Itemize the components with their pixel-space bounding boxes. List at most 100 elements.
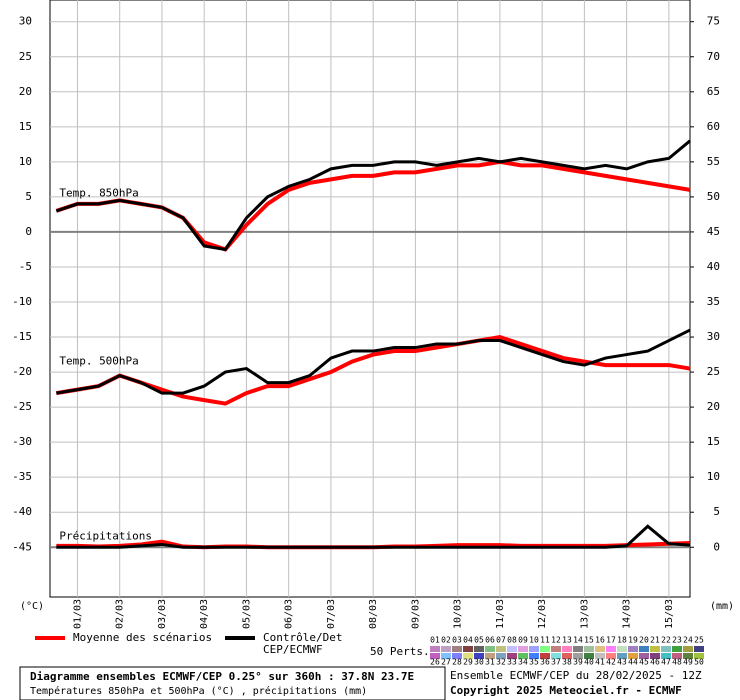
annotation: Temp. 500hPa xyxy=(59,355,138,368)
y-tick-label: 0 xyxy=(25,225,32,238)
perturbation-name: 12 xyxy=(551,636,561,645)
perturbation-name: 28 xyxy=(452,658,462,667)
perturbation-name: 39 xyxy=(573,658,583,667)
y-tick-label: 20 xyxy=(19,85,32,98)
footer-subtitle: Températures 850hPa et 500hPa (°C) , pré… xyxy=(30,685,367,697)
y2-tick-label: 70 xyxy=(707,50,720,63)
perturbation-swatch xyxy=(672,653,682,659)
y-tick-label: -45 xyxy=(12,540,32,553)
perturbation-name: 03 xyxy=(452,636,462,645)
x-tick-label: 15/03 xyxy=(664,599,675,629)
perturbation-name: 19 xyxy=(628,636,638,645)
perturbation-swatch xyxy=(584,653,594,659)
perturbation-name: 33 xyxy=(507,658,517,667)
perturbation-swatch xyxy=(628,653,638,659)
perturbation-name: 49 xyxy=(683,658,693,667)
perturbation-swatch xyxy=(551,653,561,659)
perturbation-swatch xyxy=(485,646,495,652)
perturbation-swatch xyxy=(474,653,484,659)
perturbation-name: 47 xyxy=(661,658,671,667)
perturbation-swatch xyxy=(639,646,649,652)
y2-tick-label: 20 xyxy=(707,400,720,413)
x-tick-label: 12/03 xyxy=(537,599,548,629)
y2-tick-label: 65 xyxy=(707,85,720,98)
perturbation-name: 40 xyxy=(584,658,594,667)
perturbation-name: 13 xyxy=(562,636,572,645)
perturbation-swatch xyxy=(661,653,671,659)
y2-tick-label: 75 xyxy=(707,15,720,28)
perturbation-name: 25 xyxy=(694,636,704,645)
perturbation-swatch xyxy=(661,646,671,652)
perturbation-name: 35 xyxy=(529,658,539,667)
perturbation-swatch xyxy=(584,646,594,652)
perturbation-swatch xyxy=(430,653,440,659)
y-tick-label: -30 xyxy=(12,435,32,448)
perturbation-swatch xyxy=(529,646,539,652)
perturbation-name: 14 xyxy=(573,636,583,645)
perturbation-name: 09 xyxy=(518,636,528,645)
perturbation-swatch xyxy=(694,646,704,652)
perturbation-swatch xyxy=(430,646,440,652)
perturbation-swatch xyxy=(452,646,462,652)
perturbation-name: 15 xyxy=(584,636,594,645)
perturbation-swatch xyxy=(518,653,528,659)
y2-tick-label: 15 xyxy=(707,435,720,448)
perturbation-swatch xyxy=(595,646,605,652)
perturbation-name: 45 xyxy=(639,658,649,667)
perturbation-swatch xyxy=(463,646,473,652)
x-tick-label: 13/03 xyxy=(579,599,590,629)
x-tick-label: 06/03 xyxy=(284,599,295,629)
y2-tick-label: 40 xyxy=(707,260,720,273)
footer-box xyxy=(19,666,446,700)
perturbation-swatch xyxy=(694,653,704,659)
perturbation-swatch xyxy=(595,653,605,659)
y-tick-label: 30 xyxy=(19,15,32,28)
y2-tick-label: 5 xyxy=(713,505,720,518)
x-tick-label: 05/03 xyxy=(241,599,252,629)
perturbation-name: 08 xyxy=(507,636,517,645)
y2-tick-label: 25 xyxy=(707,365,720,378)
perturbation-name: 05 xyxy=(474,636,484,645)
perturbation-swatch xyxy=(683,646,693,652)
perturbation-swatch xyxy=(518,646,528,652)
perturbation-swatch xyxy=(639,653,649,659)
y-tick-label: -5 xyxy=(19,260,32,273)
footer-copyright: Copyright 2025 Meteociel.fr - ECMWF xyxy=(450,684,682,697)
perturbation-swatch xyxy=(573,653,583,659)
perturbation-swatch xyxy=(617,653,627,659)
y-tick-label: 25 xyxy=(19,50,32,63)
y2-tick-label: 55 xyxy=(707,155,720,168)
perturbation-swatch xyxy=(463,653,473,659)
perturbation-swatch xyxy=(650,646,660,652)
x-tick-label: 04/03 xyxy=(199,599,210,629)
perturbation-swatch xyxy=(496,646,506,652)
perturbation-swatch xyxy=(441,646,451,652)
y2-tick-label: 45 xyxy=(707,225,720,238)
y2-tick-label: 10 xyxy=(707,470,720,483)
x-tick-label: 14/03 xyxy=(622,599,633,629)
perturbation-name: 38 xyxy=(562,658,572,667)
perturbation-swatch xyxy=(650,653,660,659)
y2-tick-label: 60 xyxy=(707,120,720,133)
perturbation-swatch xyxy=(573,646,583,652)
footer-run: Ensemble ECMWF/CEP du 28/02/2025 - 12Z xyxy=(450,669,702,682)
y-tick-label: 5 xyxy=(25,190,32,203)
perturbation-name: 22 xyxy=(661,636,671,645)
perturbation-name: 30 xyxy=(474,658,484,667)
perturbation-swatch xyxy=(683,653,693,659)
y-tick-label: -10 xyxy=(12,295,32,308)
x-tick-label: 11/03 xyxy=(495,599,506,629)
perturbation-swatch xyxy=(452,653,462,659)
perturbation-swatch xyxy=(628,646,638,652)
legend-label: CEP/ECMWF xyxy=(263,643,323,656)
perturbation-name: 37 xyxy=(551,658,561,667)
perturbations-label: 50 Perts. xyxy=(370,645,430,658)
perturbation-swatch xyxy=(474,646,484,652)
y-tick-label: -15 xyxy=(12,330,32,343)
y-tick-label: -25 xyxy=(12,400,32,413)
y2-tick-label: 50 xyxy=(707,190,720,203)
perturbation-name: 18 xyxy=(617,636,627,645)
perturbation-name: 04 xyxy=(463,636,473,645)
perturbation-swatch xyxy=(617,646,627,652)
